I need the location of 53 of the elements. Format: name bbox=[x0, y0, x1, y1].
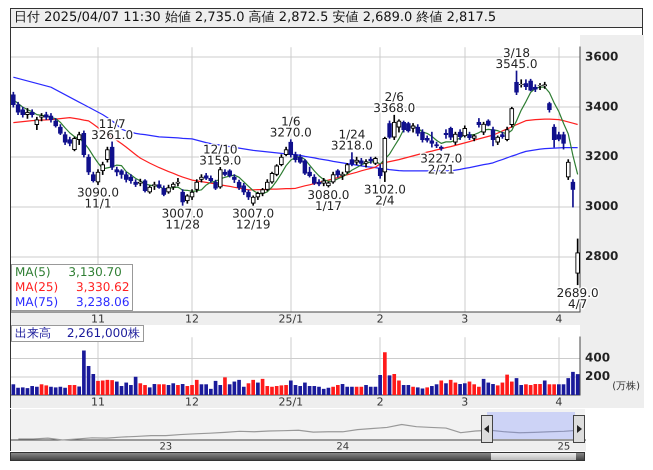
annotation: 3007.0 11/28 bbox=[162, 206, 204, 232]
x-tick-label: 24 bbox=[336, 442, 350, 453]
annotation: 3090.0 11/1 bbox=[76, 186, 119, 211]
bar bbox=[462, 383, 467, 395]
bar bbox=[448, 380, 453, 395]
x-tick-label: 4 bbox=[555, 395, 562, 408]
bar bbox=[176, 385, 180, 395]
annotation: 1/24 3218.0 bbox=[330, 128, 373, 153]
annotation: 2/6 3368.0 bbox=[373, 90, 416, 116]
bar bbox=[439, 380, 444, 395]
y-tick-label: 200 bbox=[585, 368, 610, 383]
x-tick-label: 4 bbox=[555, 312, 562, 326]
x-tick-label: 11 bbox=[90, 395, 105, 408]
x-tick-label: 12 bbox=[185, 395, 200, 408]
bar bbox=[411, 386, 415, 395]
bar bbox=[444, 383, 448, 395]
x-tick-label: 2 bbox=[376, 395, 384, 408]
y-tick-label: 3400 bbox=[585, 99, 618, 114]
chart-title: 出来高 2,261,000株 bbox=[11, 325, 144, 342]
bar bbox=[388, 375, 392, 395]
annotation: 3007.0 12/19 bbox=[232, 206, 274, 232]
bar bbox=[383, 352, 387, 395]
x-tick-label: 25/1 bbox=[278, 395, 304, 408]
x-tick-label: 23 bbox=[159, 442, 172, 453]
y-tick-label: 2800 bbox=[585, 249, 618, 264]
bar bbox=[223, 377, 227, 395]
annotation: 3/18 3545.0 bbox=[496, 46, 538, 71]
bar bbox=[180, 384, 184, 395]
x-tick-label: 2 bbox=[376, 312, 384, 326]
bar bbox=[496, 385, 500, 395]
text: MA(5) 3,130.70 bbox=[15, 265, 123, 280]
x-tick-label: 11 bbox=[90, 312, 105, 326]
x-tick-label: 3 bbox=[461, 312, 468, 326]
x-tick-label: 3 bbox=[461, 395, 468, 408]
y-tick-label: 400 bbox=[585, 350, 610, 365]
bar bbox=[425, 387, 429, 395]
annotation: 3102.0 2/4 bbox=[364, 182, 406, 208]
text: MA(75) 3,238.06 bbox=[15, 295, 130, 310]
x-tick-label: 12 bbox=[185, 312, 200, 326]
annotation: 3080.0 1/17 bbox=[307, 188, 350, 214]
y-tick-label: 3000 bbox=[585, 199, 618, 214]
annotation: 1/6 3270.0 bbox=[270, 114, 312, 140]
bar bbox=[256, 382, 260, 395]
text: MA(25) 3,330.62 bbox=[15, 280, 130, 295]
bar bbox=[336, 385, 340, 395]
annotation: 12/10 3159.0 bbox=[199, 142, 242, 168]
x-tick-label: 25 bbox=[558, 442, 570, 453]
chart-title: 日付 2025/04/07 11:30 始値 2,735.0 高値 2,872.5 安値 2,689.0 終値 2,817.5 bbox=[10, 8, 643, 28]
y-tick-label: 3600 bbox=[585, 49, 618, 64]
y-tick-label: 3200 bbox=[585, 149, 618, 164]
x-tick-label: 25/1 bbox=[278, 312, 304, 326]
y-axis-title: (万株) bbox=[612, 380, 640, 393]
bar bbox=[542, 380, 547, 395]
